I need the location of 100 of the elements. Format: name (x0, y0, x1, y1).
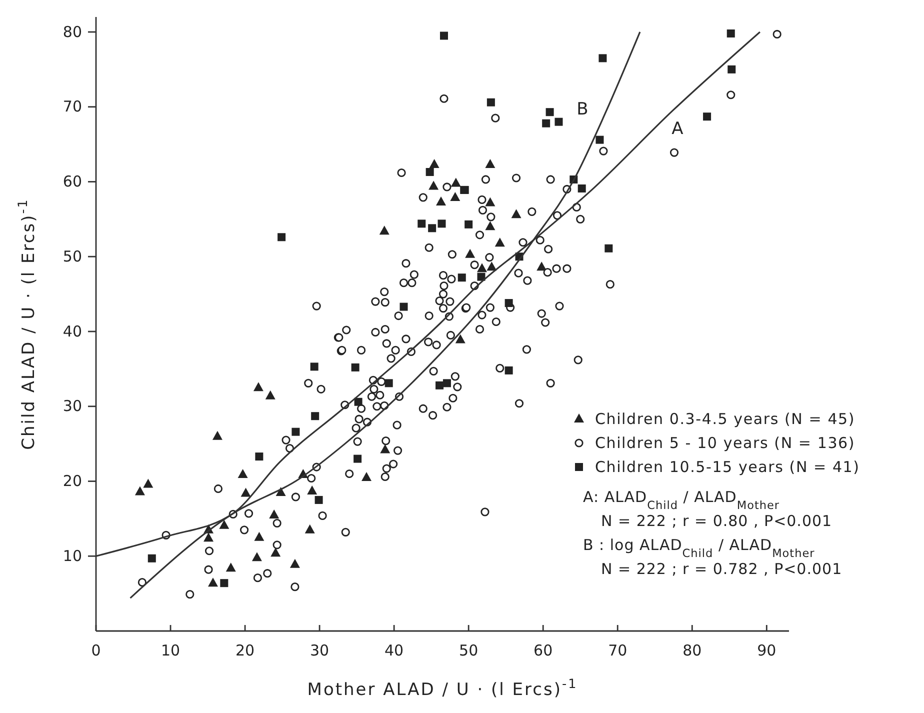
legend-label: Children 5 - 10 years (N = 136) (595, 434, 856, 452)
x-tick-label: 70 (608, 642, 628, 660)
point (379, 226, 390, 235)
point (310, 362, 318, 371)
point (148, 554, 156, 562)
x-tick-label: 40 (384, 642, 404, 660)
point (442, 379, 451, 388)
point (240, 488, 251, 497)
x-tick-label: 60 (534, 642, 553, 660)
point (465, 248, 476, 258)
y-tick-label: 50 (62, 247, 82, 266)
point (464, 220, 473, 228)
point (476, 263, 487, 272)
legend-label: Children 10.5-15 years (N = 41) (595, 458, 860, 476)
point (554, 118, 563, 126)
point (450, 178, 461, 187)
y-tick-label: 10 (62, 546, 82, 565)
point (546, 108, 554, 116)
point (219, 520, 230, 529)
point (269, 509, 280, 518)
point (143, 478, 154, 488)
point (504, 366, 513, 374)
point (486, 262, 497, 271)
point (458, 274, 466, 282)
point (351, 363, 360, 372)
point (485, 159, 496, 168)
point (252, 552, 262, 562)
point (450, 192, 460, 201)
point (361, 472, 372, 481)
point (134, 486, 145, 496)
point (292, 428, 300, 436)
x-tick-label: 30 (310, 642, 330, 660)
point (384, 379, 393, 388)
point (418, 220, 426, 228)
point (354, 454, 362, 463)
x-tick-label: 80 (682, 642, 702, 660)
y-tick-label: 80 (62, 22, 82, 41)
point (428, 180, 439, 190)
point (311, 412, 320, 420)
point (578, 184, 586, 192)
y-tick-label: 30 (62, 397, 82, 416)
point (440, 32, 448, 40)
point (220, 579, 228, 588)
point (494, 238, 505, 247)
point (278, 233, 286, 242)
point (485, 221, 496, 230)
x-tick-label: 20 (235, 642, 255, 660)
annotation: B : log ALAD$_{Child}$ / ALAD$_{Mother}$ (583, 536, 815, 560)
point (511, 209, 522, 218)
point (238, 469, 248, 478)
point (428, 224, 436, 232)
point (204, 532, 214, 542)
point (400, 302, 408, 311)
point (354, 398, 362, 406)
y-tick-label: 40 (62, 322, 82, 340)
annotation: N = 222 ; r = 0.80 , P<0.001 (601, 512, 832, 530)
point (477, 272, 486, 281)
point (426, 168, 434, 176)
annotation: A: ALAD$_{Child}$ / ALAD$_{Mother}$ (583, 488, 780, 512)
point (726, 29, 735, 38)
point (307, 485, 318, 494)
x-tick-label: 50 (459, 642, 478, 660)
point (380, 444, 390, 454)
y-tick-label: 70 (62, 98, 82, 116)
point (208, 578, 218, 587)
x-axis-title: Mother ALAD / U · (l Ercs)$^{-1}$ (307, 676, 578, 700)
point (604, 244, 613, 252)
point (703, 112, 712, 121)
x-tick-label: 90 (757, 642, 776, 660)
point (438, 220, 446, 228)
point (290, 558, 300, 568)
x-tick-label: 0 (91, 642, 101, 660)
point (255, 452, 264, 461)
annotation: N = 222 ; r = 0.782 , P<0.001 (601, 560, 842, 578)
legend-label: Children 0.3-4.5 years (N = 45) (595, 410, 856, 428)
point (253, 382, 264, 392)
point (486, 98, 495, 106)
point (455, 334, 466, 344)
point (314, 496, 323, 504)
y-tick-label: 20 (62, 472, 82, 490)
point (304, 524, 315, 534)
point (596, 136, 604, 144)
point (542, 119, 550, 128)
point (436, 196, 446, 206)
point (265, 390, 276, 400)
series-label: B (576, 100, 588, 120)
point (536, 262, 547, 271)
point (254, 532, 264, 541)
point (598, 54, 607, 62)
series-label: A (672, 118, 684, 139)
point (436, 381, 444, 390)
point (226, 562, 236, 572)
point (504, 299, 513, 308)
point (429, 159, 440, 168)
point (270, 548, 281, 557)
point (485, 197, 496, 206)
y-tick-label: 60 (62, 172, 82, 191)
point (728, 65, 736, 74)
point (212, 430, 222, 440)
x-tick-label: 10 (160, 642, 180, 660)
